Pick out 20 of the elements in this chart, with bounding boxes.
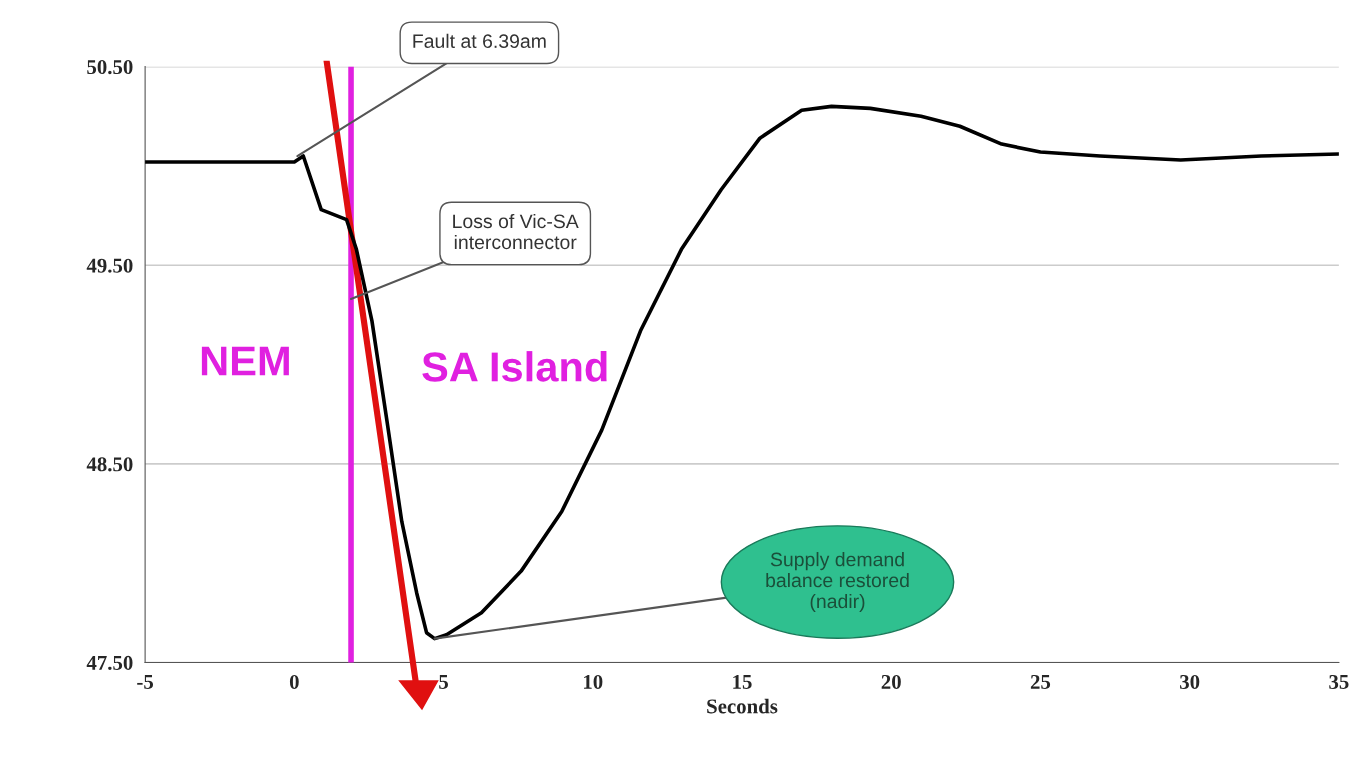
line-series (145, 104, 1339, 641)
x-tick-label: 35 (1329, 674, 1349, 689)
x-tick-label: 20 (881, 674, 901, 689)
annotation: SA Island (422, 351, 607, 382)
annotation: Supply demand balance restored (nadir) (766, 552, 909, 613)
y-tick-label: 50.50 (87, 60, 133, 75)
annotation: NEM (201, 346, 289, 376)
x-tick-label: -5 (137, 675, 154, 689)
x-tick-label: 10 (584, 674, 603, 689)
y-tick-label: 49.50 (86, 258, 133, 273)
x-axis-title: Seconds (707, 698, 778, 714)
x-tick-label: 5 (439, 675, 448, 689)
annotation: Loss of Vic-SA interconnector (453, 213, 579, 250)
x-tick-label: 15 (733, 674, 752, 689)
annotation: Fault at 6.39am (413, 33, 546, 49)
x-tick-label: 30 (1180, 674, 1200, 689)
x-tick-label: 25 (1030, 674, 1051, 689)
y-tick-label: 48.50 (86, 457, 133, 472)
x-tick-label: 0 (289, 674, 299, 689)
y-tick-label: 47.50 (86, 655, 133, 670)
